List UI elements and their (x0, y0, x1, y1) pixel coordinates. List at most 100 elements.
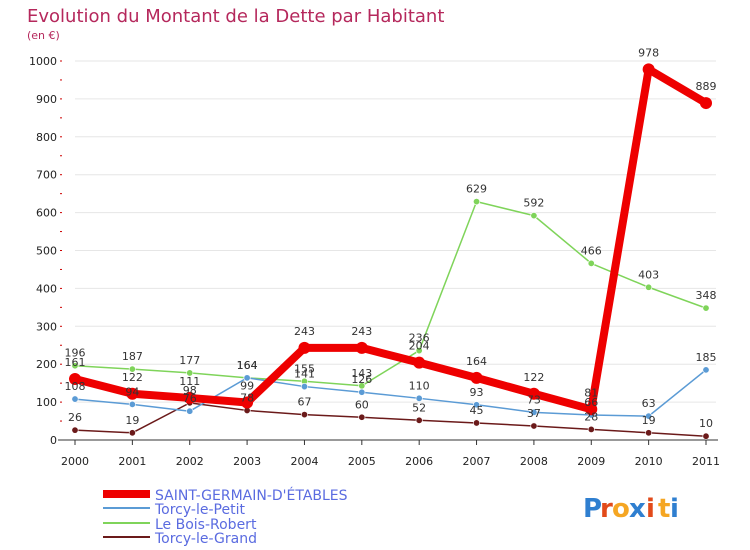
x-tick-label: 2004 (290, 455, 318, 468)
data-label: 67 (297, 396, 311, 409)
data-point (642, 63, 655, 76)
data-label: 466 (581, 244, 602, 257)
data-label: 236 (409, 332, 430, 345)
data-point (355, 341, 368, 354)
series-line (74, 200, 707, 387)
y-tick-label: 900 (36, 93, 57, 106)
y-tick-label: 700 (36, 169, 57, 182)
data-point (530, 212, 538, 220)
y-tick-label: 800 (36, 131, 57, 144)
data-label: 196 (65, 347, 86, 360)
data-label: 78 (240, 391, 254, 404)
data-label: 161 (65, 356, 86, 369)
data-point (186, 407, 194, 415)
data-point (71, 395, 79, 403)
logo-letter: t (658, 494, 670, 524)
data-label: 63 (642, 397, 656, 410)
y-tick-label: 200 (36, 358, 57, 371)
data-point (530, 408, 538, 416)
data-point (413, 356, 426, 369)
data-point (700, 97, 712, 110)
data-label: 243 (294, 325, 315, 338)
data-point (587, 259, 595, 267)
data-point (71, 362, 79, 370)
data-label: 164 (237, 359, 258, 372)
data-label: 73 (527, 393, 541, 406)
x-tick-label: 2010 (635, 455, 663, 468)
data-point (358, 413, 366, 421)
data-point (702, 432, 710, 440)
logo-letter: r (600, 494, 613, 524)
axes: 0 100 200 300 400 500 600 700 800 900 1000 2000 2001… (29, 55, 720, 468)
data-label: 28 (584, 410, 598, 423)
data-label: 185 (696, 351, 717, 364)
x-tick-label: 2003 (233, 455, 261, 468)
x-tick-label: 2001 (118, 455, 146, 468)
data-label: 978 (638, 46, 659, 59)
data-point (415, 416, 423, 424)
data-point (300, 411, 308, 419)
data-label: 164 (466, 355, 487, 368)
data-label: 164 (237, 359, 258, 372)
data-label: 60 (355, 398, 369, 411)
data-point (298, 341, 311, 354)
data-label: 243 (351, 325, 372, 338)
data-point (702, 304, 710, 312)
x-tick-label: 2008 (520, 455, 548, 468)
data-label: 204 (409, 340, 430, 353)
chart-title: Evolution du Montant de la Dette par Hab… (27, 6, 444, 27)
data-label: 19 (125, 414, 139, 427)
data-label: 629 (466, 183, 487, 196)
series-line (74, 402, 707, 437)
data-point (470, 371, 483, 384)
logo-letter: i (646, 494, 655, 524)
data-label: 187 (122, 350, 143, 363)
proxiti-logo: Pr o x i t i (583, 494, 679, 524)
x-tick-label: 2011 (692, 455, 720, 468)
data-label: 19 (642, 414, 656, 427)
logo-letter: o (612, 494, 630, 524)
x-tick-label: 2002 (176, 455, 204, 468)
data-label: 45 (470, 404, 484, 417)
data-point (645, 283, 653, 291)
data-label: 126 (351, 373, 372, 386)
logo-letter: P (583, 494, 602, 524)
data-label: 52 (412, 401, 426, 414)
data-point (128, 429, 136, 437)
legend-label: Torcy-le-Petit (154, 502, 245, 518)
data-label: 94 (125, 385, 139, 398)
data-point (128, 400, 136, 408)
data-label: 10 (699, 417, 713, 430)
x-tick-label: 2005 (348, 455, 376, 468)
data-label: 403 (638, 268, 659, 281)
data-point (186, 369, 194, 377)
logo-letter: x (629, 494, 646, 524)
legend-label: SAINT-GERMAIN-D'ÉTABLES (155, 487, 348, 504)
data-label: 81 (584, 386, 598, 399)
data-point (71, 426, 79, 434)
data-point (473, 198, 481, 206)
y-tick-label: 0 (50, 434, 57, 447)
data-label: 155 (294, 362, 315, 375)
data-point (415, 347, 423, 355)
data-point (126, 387, 139, 400)
legend-label: Torcy-le-Grand (154, 531, 257, 547)
data-point (530, 422, 538, 430)
x-tick-label: 2009 (577, 455, 605, 468)
legend-label: Le Bois-Robert (155, 517, 257, 533)
x-tick-label: 2000 (61, 455, 89, 468)
x-tick-label: 2006 (405, 455, 433, 468)
grid (75, 60, 716, 441)
data-point (128, 365, 136, 373)
data-point (415, 394, 423, 402)
data-label: 26 (68, 411, 82, 424)
data-point (585, 403, 598, 416)
data-label: 99 (240, 379, 254, 392)
data-label: 110 (409, 379, 430, 392)
y-tick-label: 600 (36, 207, 57, 220)
data-point (241, 396, 254, 409)
data-label: 66 (584, 396, 598, 409)
